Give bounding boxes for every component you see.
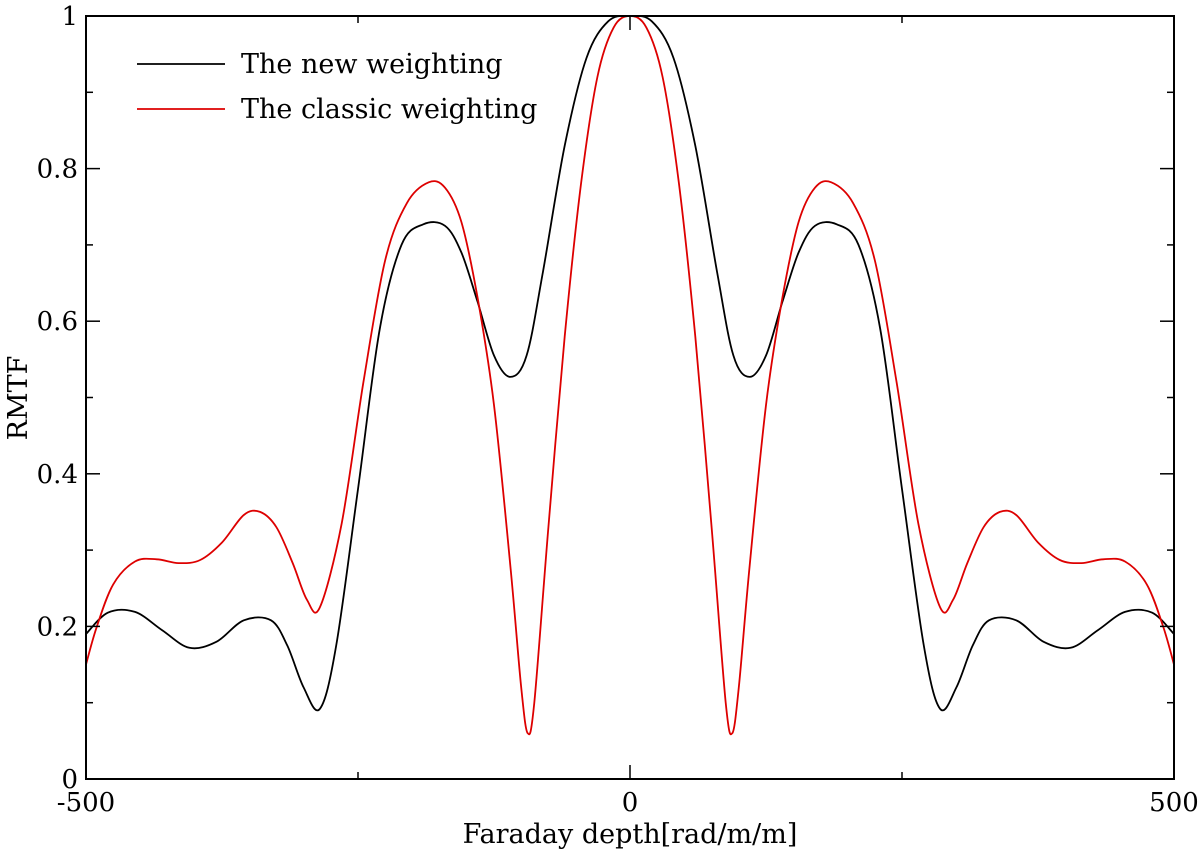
plot-frame bbox=[85, 15, 1175, 780]
y-tick-label: 0.8 bbox=[37, 155, 78, 185]
x-tick-label: 500 bbox=[1149, 788, 1199, 818]
x-tick-label: 0 bbox=[622, 788, 639, 818]
legend-label: The new weighting bbox=[241, 49, 503, 80]
y-tick-label: 0.4 bbox=[37, 460, 78, 490]
y-tick-label: 0 bbox=[61, 765, 78, 795]
y-axis-title: RMTF bbox=[3, 356, 34, 441]
y-tick-label: 0.6 bbox=[37, 307, 78, 337]
y-tick-label: 0.2 bbox=[37, 612, 78, 642]
legend-label: The classic weighting bbox=[241, 94, 537, 125]
x-tick-label: -500 bbox=[57, 788, 115, 818]
y-tick-label: 1 bbox=[61, 2, 78, 32]
x-axis-title: Faraday depth[rad/m/m] bbox=[463, 819, 798, 850]
legend: The new weighting The classic weighting bbox=[137, 49, 537, 125]
